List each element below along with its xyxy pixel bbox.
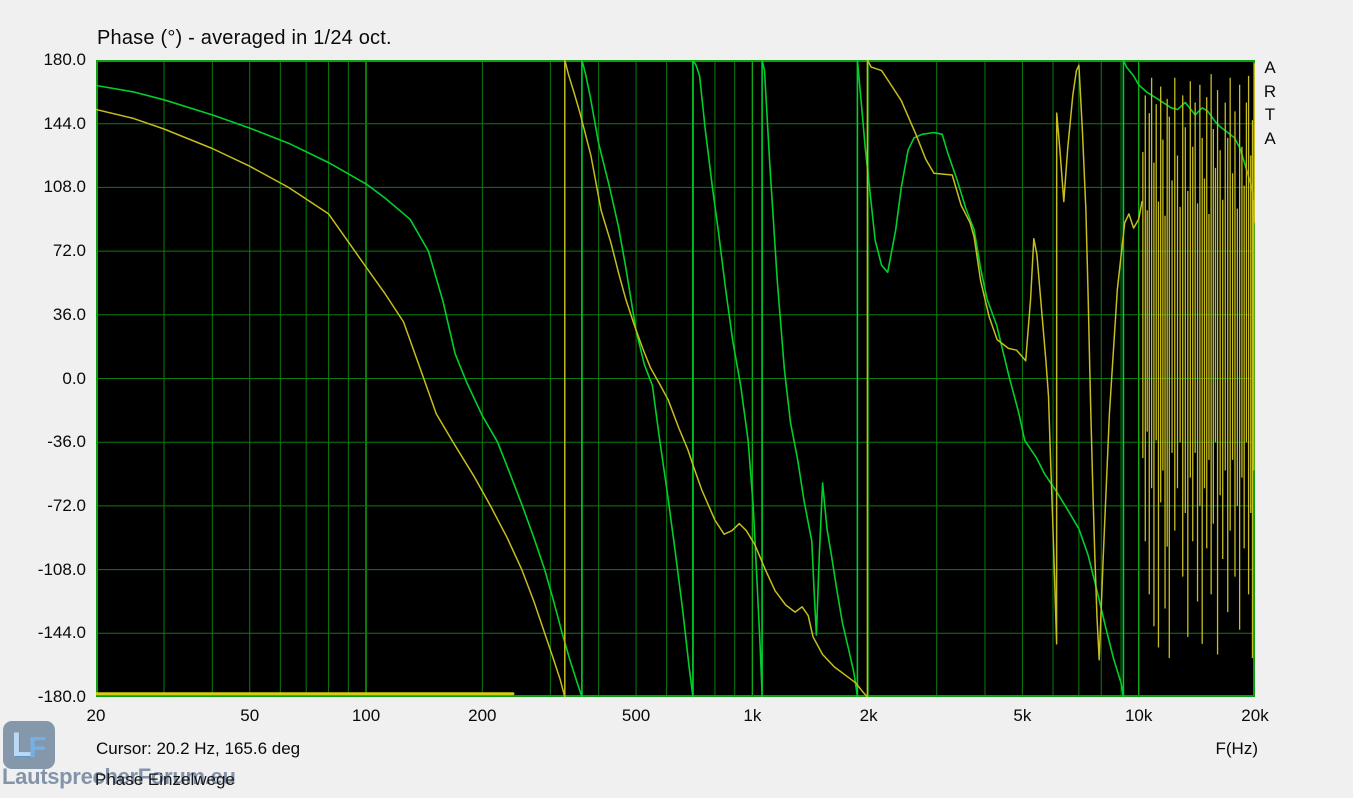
chart-title: Phase (°) - averaged in 1/24 oct. (97, 27, 392, 49)
x-tick-label: 10k (1124, 706, 1153, 725)
x-tick-label: 200 (468, 706, 497, 725)
y-tick-label: 108.0 (43, 177, 86, 197)
x-tick-label: 20 (86, 706, 106, 725)
lautsprecherforum-watermark: LautsprecherForum.eu (2, 764, 236, 789)
x-tick-label: 20k (1241, 706, 1269, 725)
x-axis-unit-label: F(Hz) (1215, 739, 1258, 758)
cursor-readout: Cursor: 20.2 Hz, 165.6 deg (96, 739, 301, 758)
x-tick-label: 500 (621, 706, 651, 725)
yellow-phase-trace (96, 60, 1143, 697)
y-tick-label: -180.0 (37, 687, 86, 706)
x-tick-label: 5k (1013, 706, 1032, 725)
x-tick-label: 100 (351, 706, 381, 725)
phase-plot-canvas[interactable] (96, 60, 1255, 697)
green-phase-trace (96, 60, 1255, 697)
y-tick-label: 180.0 (43, 50, 86, 69)
y-tick-label: -108.0 (37, 559, 86, 579)
y-tick-label: -36.0 (47, 432, 86, 452)
y-tick-label: 144.0 (43, 113, 86, 133)
y-tick-label: 72.0 (52, 241, 86, 261)
y-tick-label: 36.0 (52, 304, 86, 324)
x-tick-label: 2k (859, 706, 878, 725)
x-tick-label: 50 (240, 706, 260, 725)
y-tick-label: -72.0 (47, 495, 86, 515)
logo-letter-f: F (28, 731, 47, 764)
y-tick-label: -144.0 (37, 623, 86, 643)
phase-plot-area[interactable] (96, 60, 1255, 697)
logo-letter-l: L (11, 726, 33, 764)
x-tick-label: 1k (743, 706, 762, 725)
overlay-file-title: Phase Einzelwege (95, 770, 235, 789)
y-tick-label: 0.0 (62, 368, 86, 388)
arta-vertical-label: A R T A (1263, 58, 1277, 148)
